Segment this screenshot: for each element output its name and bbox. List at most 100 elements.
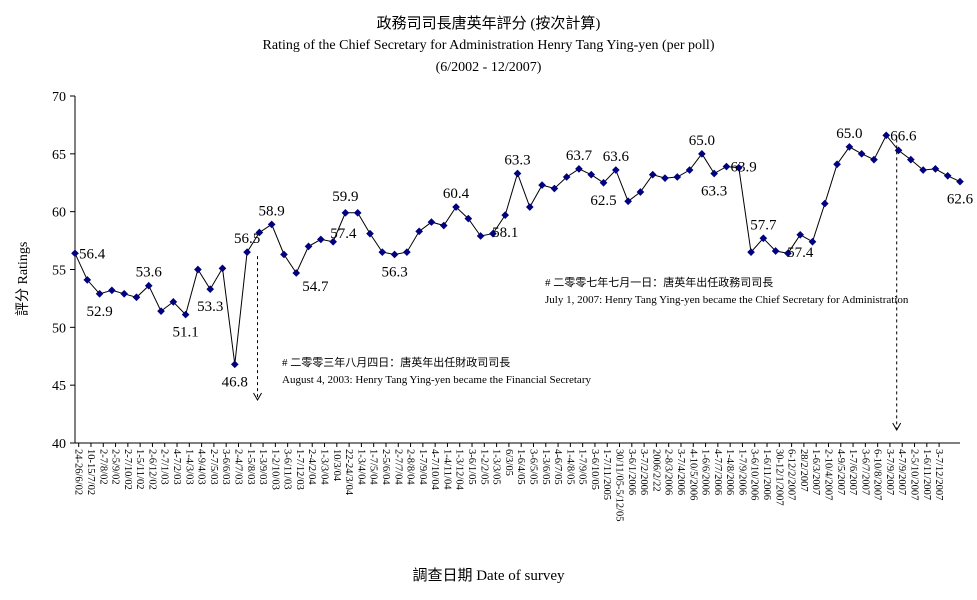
x-tick-label: 4-7/9/2007 bbox=[896, 449, 907, 495]
data-point-marker bbox=[353, 208, 362, 217]
data-point-marker bbox=[464, 214, 473, 223]
data-point-marker bbox=[931, 165, 940, 173]
data-point-marker bbox=[734, 163, 743, 172]
data-point-marker bbox=[513, 169, 522, 178]
data-label: 57.4 bbox=[787, 245, 814, 261]
x-tick-label: 2-7/7/04 bbox=[392, 449, 403, 485]
data-point-marker bbox=[476, 232, 485, 240]
event-arrow-head bbox=[892, 422, 902, 432]
data-point-marker bbox=[636, 188, 645, 196]
chart-title-en: Rating of the Chief Secretary for Admini… bbox=[262, 38, 715, 53]
data-label: 58.9 bbox=[259, 203, 285, 219]
x-tick-label: 1-3/3/04 bbox=[319, 449, 330, 485]
x-tick-label: 1-6/4/05 bbox=[515, 449, 526, 485]
data-point-marker bbox=[157, 307, 165, 315]
data-point-marker bbox=[169, 298, 178, 306]
data-point-marker bbox=[71, 249, 79, 258]
x-tick-label: 1-3/6/05 bbox=[540, 449, 551, 485]
data-point-marker bbox=[870, 155, 878, 164]
data-point-marker bbox=[894, 146, 903, 155]
chart-title-zh: 政務司司長唐英年評分 (按次計算) bbox=[376, 16, 601, 32]
data-point-marker bbox=[218, 264, 227, 273]
data-point-marker bbox=[661, 174, 669, 182]
x-axis-label: 調查日期 Date of survey bbox=[412, 568, 565, 584]
data-point-marker bbox=[83, 276, 92, 284]
x-tick-label: 1-3/3/05 bbox=[491, 449, 502, 485]
x-tick-label: 1-3/4/04 bbox=[355, 449, 366, 485]
data-point-marker bbox=[759, 234, 768, 243]
x-tick-label: 4-6/7/05 bbox=[552, 449, 563, 485]
data-label: 65.0 bbox=[836, 126, 862, 142]
data-point-marker bbox=[292, 269, 301, 277]
data-point-marker bbox=[378, 248, 387, 256]
x-tick-label: 1-6/3/2007 bbox=[810, 449, 821, 495]
data-point-marker bbox=[919, 166, 927, 174]
data-point-marker bbox=[956, 177, 964, 186]
annotation-1-en: August 4, 2003: Henry Tang Ying-yen beca… bbox=[282, 374, 591, 386]
x-tick-label: 4-9/5/2007 bbox=[835, 449, 846, 495]
x-tick-label: 1-7/9/2006 bbox=[736, 449, 747, 495]
data-point-marker bbox=[525, 203, 534, 211]
x-tick-label: 1-5/11/02 bbox=[134, 449, 145, 489]
data-point-marker bbox=[820, 199, 829, 208]
data-point-marker bbox=[673, 173, 682, 181]
x-tick-label: 1-4/11/04 bbox=[441, 449, 452, 490]
x-tick-label: 2-7/5/03 bbox=[208, 449, 219, 485]
x-tick-label: 3-6/10/05 bbox=[589, 449, 600, 490]
data-point-marker bbox=[95, 289, 104, 298]
data-point-marker bbox=[280, 250, 288, 259]
data-point-marker bbox=[439, 221, 448, 230]
data-label: 66.6 bbox=[890, 128, 917, 144]
series-line bbox=[74, 134, 961, 365]
y-tick-label: 70 bbox=[52, 90, 66, 105]
x-tick-label: 30/11/05-5/12/05 bbox=[614, 449, 625, 522]
data-point-marker bbox=[415, 227, 423, 236]
data-point-marker bbox=[230, 360, 239, 369]
x-tick-label: 28/2/2007 bbox=[798, 449, 809, 492]
x-tick-label: 6/3/05 bbox=[503, 449, 514, 476]
y-tick-label: 65 bbox=[52, 148, 66, 163]
x-tick-label: 1-2/10/03 bbox=[269, 449, 280, 490]
annotation-chief-secretary: # 二零零七年七月一日：唐英年出任政務司司長 July 1, 2007: Hen… bbox=[545, 275, 908, 309]
x-tick-label: 3-6/11/03 bbox=[282, 449, 293, 489]
x-tick-label: 2-4/2/04 bbox=[306, 449, 317, 485]
annotation-1-zh: # 二零零三年八月四日：唐英年出任財政司司長 bbox=[282, 357, 511, 369]
x-tick-label: 4-9/4/03 bbox=[196, 449, 207, 485]
data-point-marker bbox=[452, 203, 460, 211]
x-tick-label: 6-10/8/2007 bbox=[872, 449, 883, 500]
x-tick-label: 4-10/5/2006 bbox=[687, 449, 698, 500]
x-tick-label: 1-6/6/2006 bbox=[700, 449, 711, 495]
x-tick-label: 3-6/7/2007 bbox=[859, 449, 870, 495]
data-point-marker bbox=[722, 162, 731, 171]
x-tick-label: 1-2/2/05 bbox=[478, 449, 489, 485]
x-tick-label: 3-7/12/2007 bbox=[933, 449, 944, 500]
data-point-marker bbox=[907, 155, 915, 164]
data-label: 54.7 bbox=[302, 279, 329, 295]
data-point-marker bbox=[698, 150, 706, 158]
data-point-marker bbox=[132, 293, 141, 302]
x-tick-label: 3-6/6/03 bbox=[220, 449, 231, 485]
x-tick-label: 3-6/1/2006 bbox=[626, 449, 637, 495]
x-tick-label: 1-7/11/2005 bbox=[601, 449, 612, 500]
data-point-marker bbox=[181, 310, 190, 319]
x-tick-label: 1-7/12/03 bbox=[294, 449, 305, 490]
data-point-marker bbox=[882, 131, 891, 140]
data-label: 51.1 bbox=[173, 325, 199, 341]
y-tick-label: 60 bbox=[52, 206, 66, 221]
data-point-marker bbox=[796, 230, 805, 239]
x-tick-label: 4-7/2/03 bbox=[171, 449, 182, 485]
data-point-marker bbox=[845, 143, 854, 151]
x-tick-label: 1-7/6/2007 bbox=[847, 449, 858, 495]
x-tick-label: 10-15/7/02 bbox=[85, 449, 96, 495]
event-arrow-head bbox=[253, 392, 262, 402]
x-tick-label: 22-24/3/04 bbox=[343, 449, 354, 496]
data-point-marker bbox=[243, 248, 251, 256]
data-point-marker bbox=[255, 228, 264, 237]
data-point-marker bbox=[538, 181, 546, 189]
x-tick-label: 3-6/1/05 bbox=[466, 449, 477, 485]
data-label: 53.3 bbox=[197, 299, 223, 315]
data-label: 57.7 bbox=[750, 217, 777, 233]
data-point-marker bbox=[501, 211, 510, 219]
data-point-marker bbox=[599, 178, 608, 187]
